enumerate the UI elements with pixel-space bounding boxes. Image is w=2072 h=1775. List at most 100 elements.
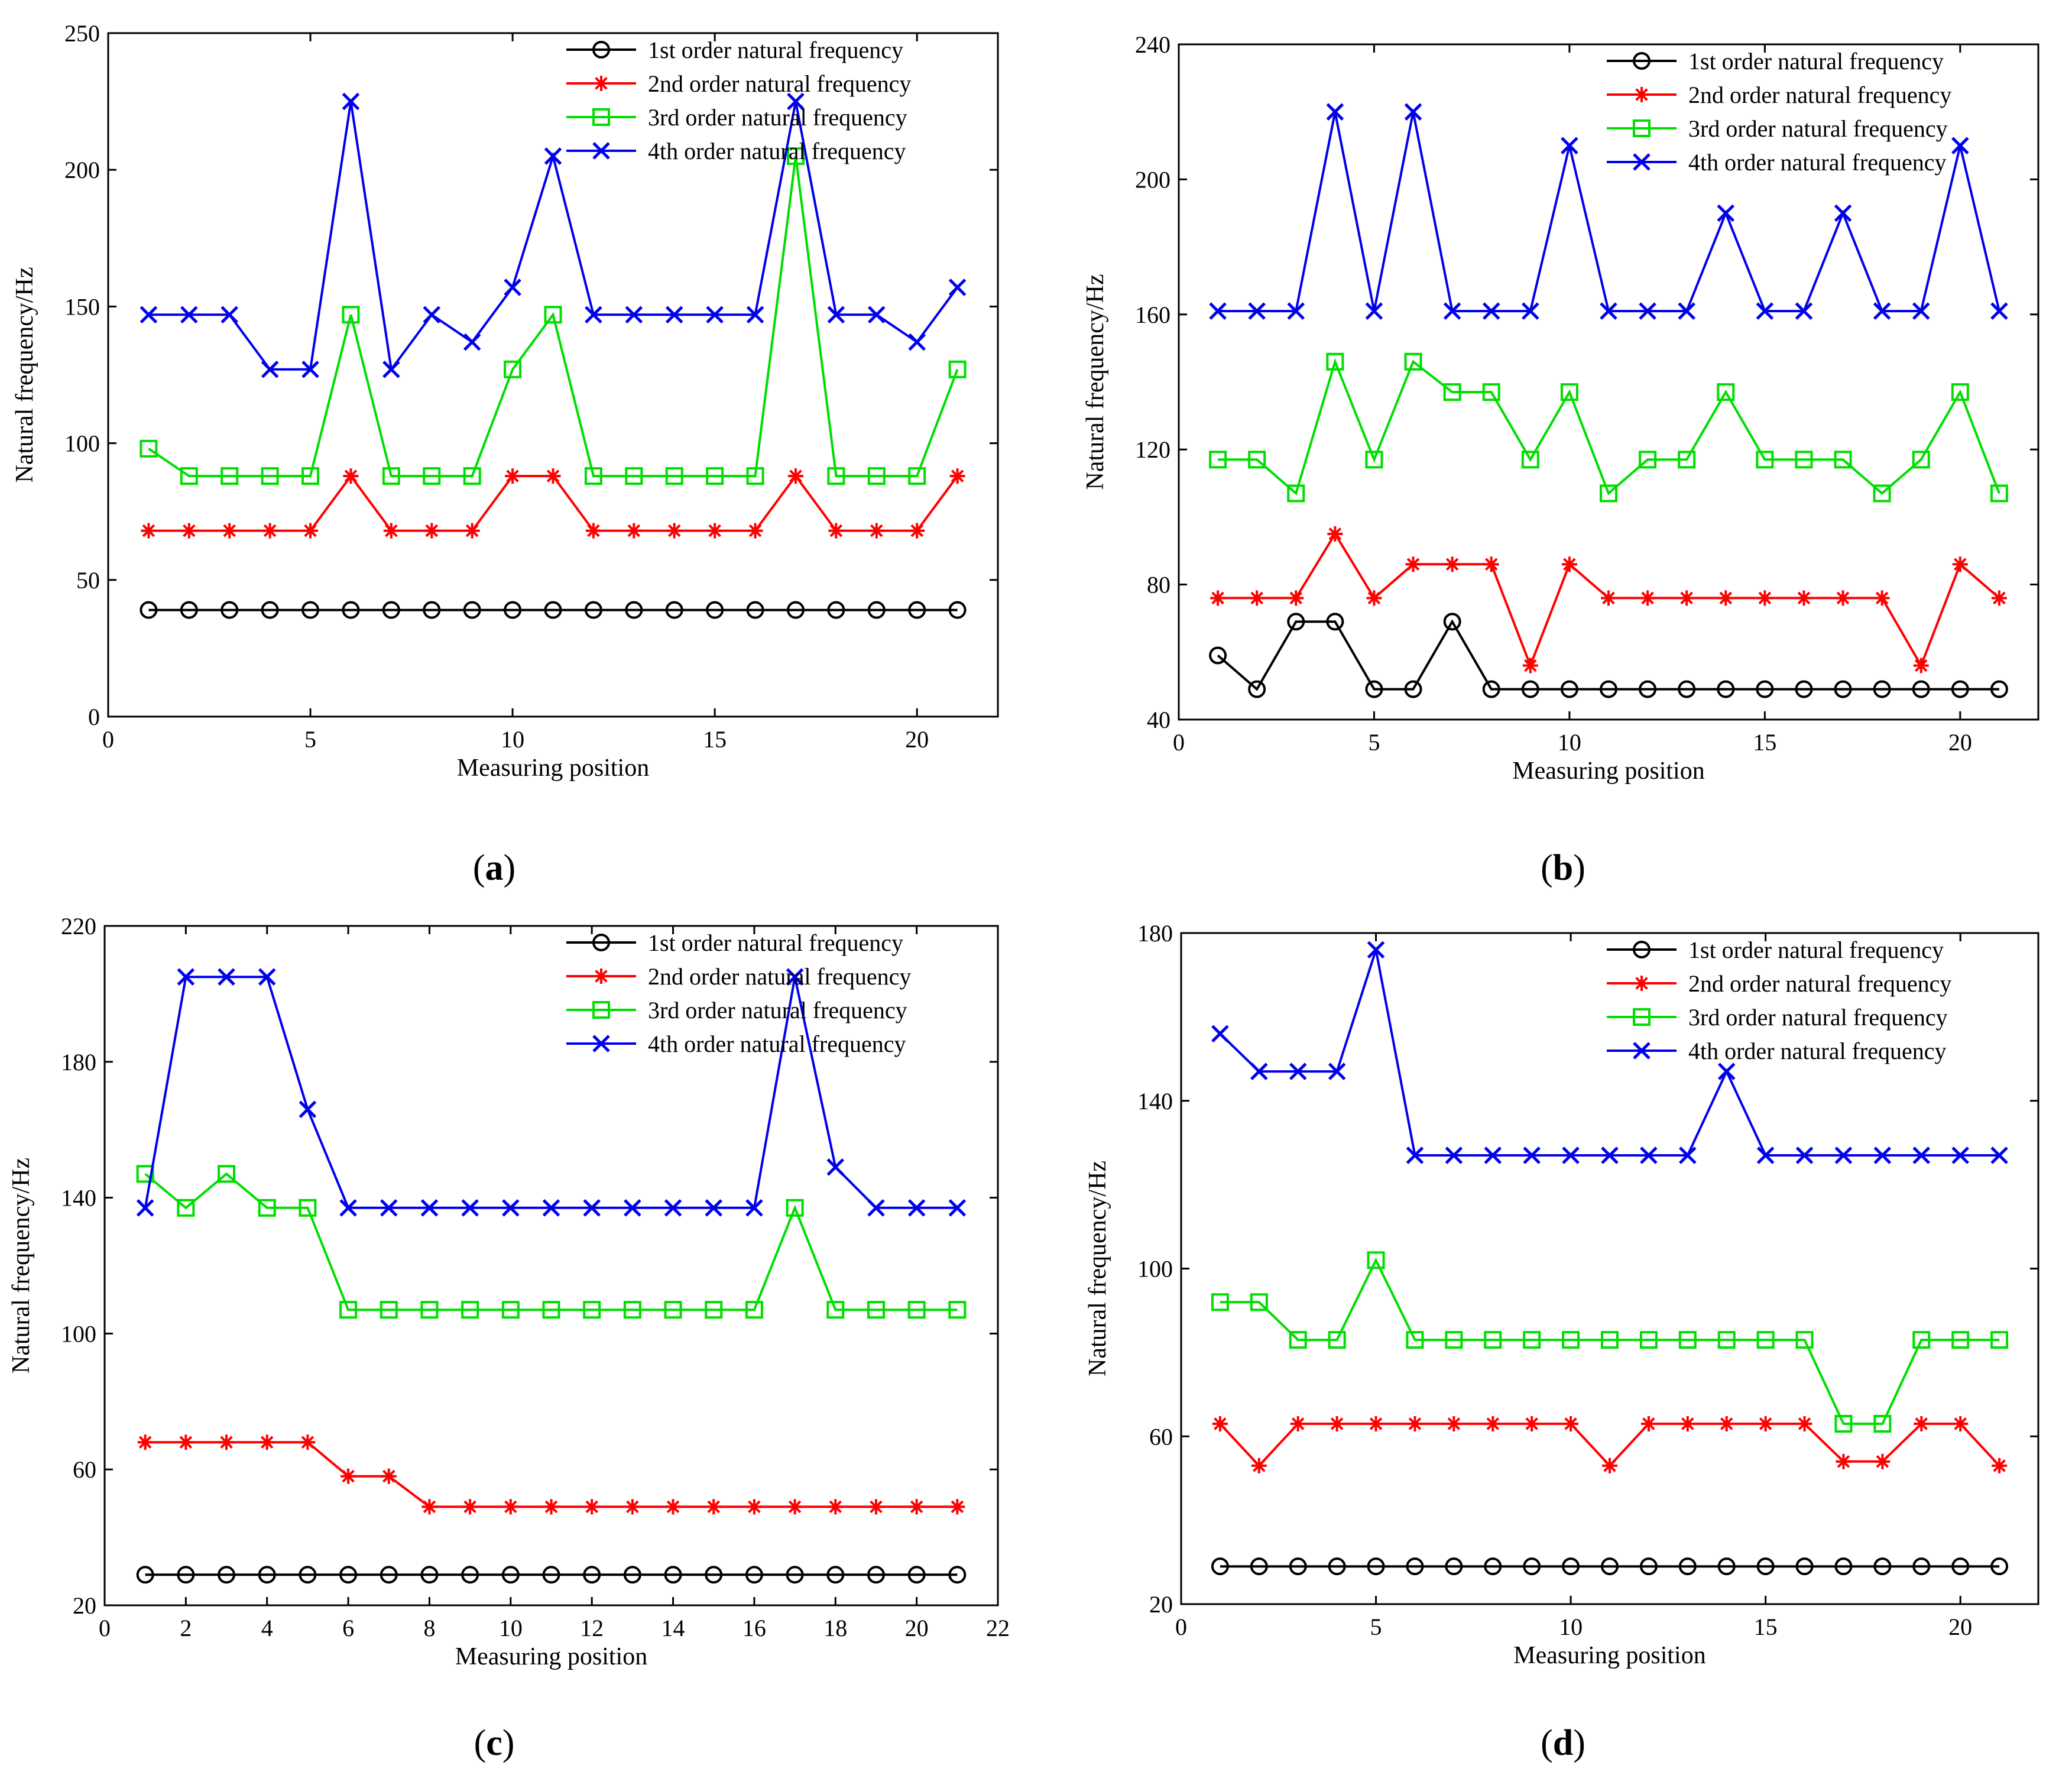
data-point-s1-p17 (1834, 1557, 1853, 1576)
data-point-s1-p11 (542, 1566, 560, 1584)
data-point-s4-p21 (1990, 1146, 2008, 1164)
data-point-s4-p20 (1951, 1146, 1969, 1164)
data-point-s4-p11 (1600, 302, 1617, 320)
data-point-s4-p5 (1367, 941, 1385, 959)
data-point-s1-p18 (1873, 680, 1891, 698)
data-point-s4-p7 (382, 360, 400, 378)
data-point-s4-p17 (787, 92, 805, 111)
x-tick-label: 22 (986, 1615, 1010, 1641)
data-point-s1-p5 (1365, 680, 1383, 698)
data-point-s4-p1 (1211, 1025, 1229, 1043)
data-point-s4-p1 (136, 1199, 154, 1217)
data-point-s2-p16 (747, 523, 763, 539)
data-point-s1-p10 (501, 1566, 520, 1584)
data-point-s4-p12 (1640, 1146, 1658, 1164)
data-point-s4-p11 (542, 1199, 560, 1217)
legend-label-4: 4th order natural frequency (1688, 149, 1946, 176)
panel-label: (c) (474, 1723, 515, 1763)
data-point-s2-p9 (1524, 1416, 1540, 1431)
x-tick-label: 12 (580, 1615, 604, 1641)
x-tick-label: 18 (823, 1615, 847, 1641)
data-point-s2-p14 (665, 1499, 681, 1515)
data-point-s1-p19 (867, 1566, 885, 1584)
data-point-s2-p15 (707, 523, 723, 539)
data-point-s2-p13 (624, 1499, 640, 1515)
data-point-s4-p9 (463, 333, 481, 351)
legend-label-3: 3rd order natural frequency (1688, 1004, 1948, 1031)
data-point-s1-p1 (140, 601, 158, 619)
data-point-s2-p12 (584, 1499, 600, 1515)
data-point-s3-p8 (420, 1301, 439, 1319)
data-point-s1-p14 (665, 601, 683, 619)
legend: 1st order natural frequency 2nd order nat… (1607, 48, 1951, 176)
data-point-s4-p4 (258, 968, 276, 986)
data-point-s3-p13 (625, 467, 643, 485)
data-point-s1-p1 (1211, 1557, 1229, 1576)
x-tick-label: 15 (703, 726, 727, 753)
data-point-s1-p12 (1639, 680, 1657, 698)
data-point-s1-p10 (1560, 680, 1578, 698)
data-point-s4-p2 (1250, 1063, 1268, 1080)
data-point-s4-p11 (1601, 1146, 1619, 1164)
legend-label-4: 4th order natural frequency (1688, 1038, 1946, 1064)
data-point-s4-p9 (1522, 302, 1539, 320)
data-point-s1-p6 (1404, 680, 1422, 698)
data-point-s3-p9 (1521, 451, 1539, 469)
panel-label: (b) (1541, 848, 1585, 888)
legend-label-2: 2nd order natural frequency (648, 70, 911, 97)
data-point-s1-p20 (1951, 1557, 1970, 1576)
data-point-s2-p16 (1796, 590, 1812, 606)
series-line-3 (1218, 358, 2000, 495)
data-point-s1-p11 (544, 601, 562, 619)
data-point-s3-p17 (786, 1199, 804, 1217)
data-point-s3-p2 (1250, 1293, 1268, 1311)
data-point-s2-p3 (1290, 1416, 1306, 1431)
y-tick-label: 50 (76, 567, 100, 594)
data-point-s1-p13 (1678, 1557, 1697, 1576)
data-point-s1-p1 (1209, 646, 1227, 665)
x-tick-label: 10 (499, 1615, 523, 1641)
data-point-s1-p1 (136, 1566, 154, 1584)
data-point-s3-p13 (623, 1301, 641, 1319)
data-point-s4-p16 (1795, 302, 1813, 320)
data-point-s2-p3 (219, 1434, 235, 1450)
data-point-s2-p7 (1444, 556, 1460, 572)
data-point-s1-p7 (1445, 1557, 1463, 1576)
data-point-s4-p21 (948, 1199, 967, 1217)
data-point-s3-p17 (1834, 451, 1852, 469)
legend-marker-2 (1634, 87, 1649, 102)
data-point-s3-p16 (745, 1301, 763, 1319)
data-point-s2-p1 (1210, 590, 1226, 606)
data-point-s4-p3 (1287, 302, 1305, 320)
x-tick-label: 2 (180, 1615, 192, 1641)
data-point-s4-p6 (339, 1199, 357, 1217)
data-point-s3-p3 (1287, 484, 1305, 503)
data-point-s3-p8 (1484, 1331, 1502, 1349)
y-tick-label: 0 (88, 704, 100, 730)
data-point-s3-p7 (382, 467, 400, 485)
data-point-s4-p10 (504, 278, 521, 296)
data-point-s2-p13 (626, 523, 642, 539)
data-point-s2-p16 (746, 1499, 762, 1515)
data-point-s2-p8 (1485, 1416, 1501, 1431)
data-point-s2-p17 (1835, 590, 1851, 606)
x-tick-label: 5 (1370, 1614, 1382, 1640)
data-point-s3-p17 (786, 147, 805, 166)
data-point-s3-p5 (301, 467, 320, 485)
data-point-s3-p11 (544, 306, 562, 324)
y-axis-label: Natural frequency/Hz (11, 267, 38, 483)
data-point-s2-p1 (141, 523, 157, 539)
y-tick-label: 140 (1137, 1088, 1173, 1115)
data-point-s2-p15 (1758, 1416, 1773, 1431)
data-point-s3-p5 (1365, 451, 1383, 469)
data-point-s4-p9 (1523, 1146, 1541, 1164)
data-point-s4-p10 (502, 1199, 520, 1217)
x-tick-label: 14 (662, 1615, 685, 1641)
data-point-s3-p1 (136, 1165, 154, 1183)
data-point-s3-p2 (1248, 451, 1266, 469)
data-point-s2-p18 (1874, 590, 1890, 606)
data-point-s1-p7 (380, 1566, 398, 1584)
data-point-s1-p8 (1482, 680, 1500, 698)
data-point-s4-p10 (1562, 1146, 1580, 1164)
y-tick-label: 200 (1135, 166, 1170, 193)
